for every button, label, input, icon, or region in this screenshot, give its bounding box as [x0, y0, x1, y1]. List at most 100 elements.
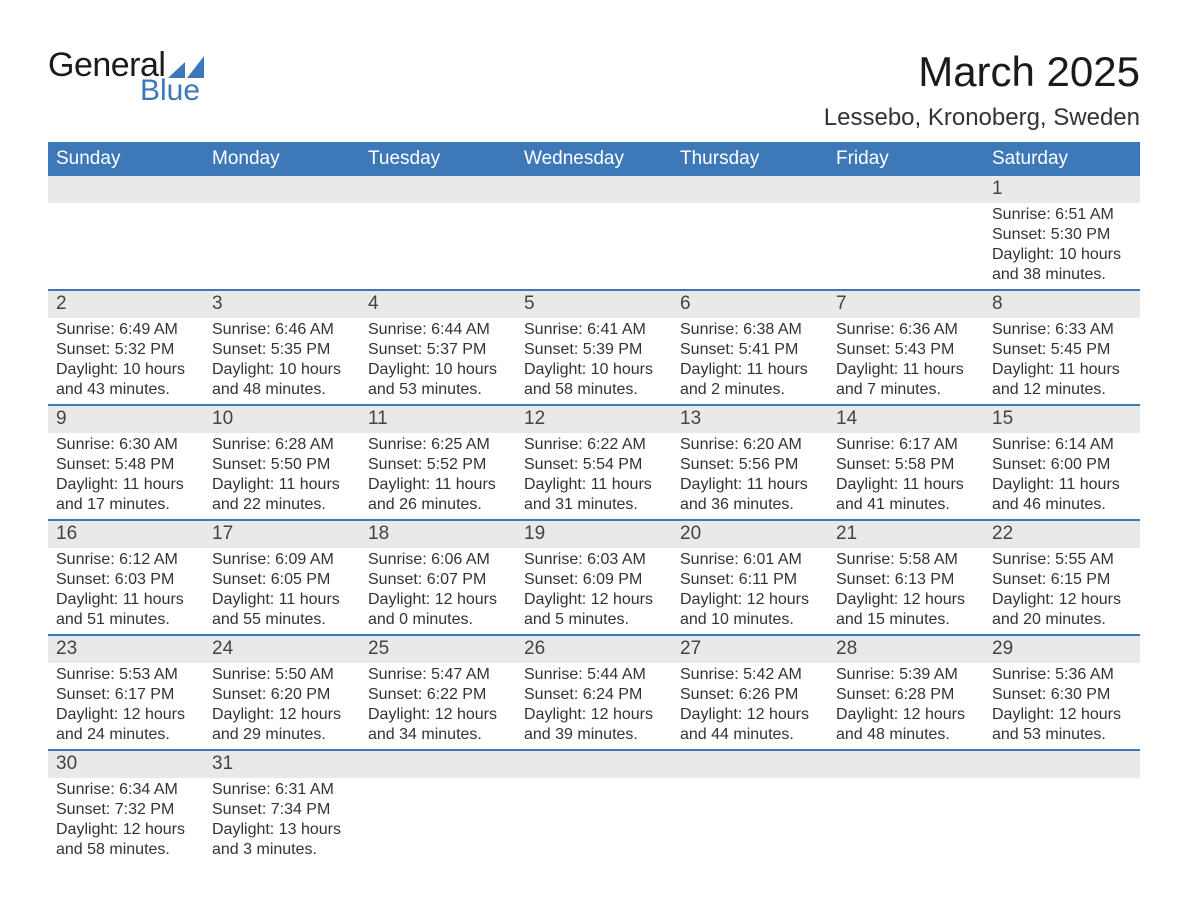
sunset-label: Sunset:: [680, 456, 734, 473]
day-number: [360, 751, 516, 778]
daylight-label: Daylight:: [56, 591, 118, 608]
day-number: 7: [828, 291, 984, 318]
sunrise-line: Sunrise: 5:36 AM: [992, 665, 1132, 685]
sunset-value: 6:20 PM: [271, 686, 331, 703]
sunrise-value: 6:46 AM: [275, 321, 334, 338]
daylight-label: Daylight:: [368, 476, 430, 493]
sunrise-label: Sunrise:: [524, 321, 583, 338]
day-number: [672, 751, 828, 778]
sunset-line: Sunset: 7:32 PM: [56, 800, 196, 820]
sunrise-value: 5:42 AM: [743, 666, 802, 683]
sunset-line: Sunset: 6:13 PM: [836, 570, 976, 590]
day-content: [204, 203, 360, 289]
day-content: [48, 203, 204, 289]
sunrise-line: Sunrise: 6:31 AM: [212, 780, 352, 800]
sunset-line: Sunset: 6:00 PM: [992, 455, 1132, 475]
sunrise-line: Sunrise: 6:17 AM: [836, 435, 976, 455]
daylight-label: Daylight:: [212, 591, 274, 608]
calendar-day-cell: 7Sunrise: 6:36 AMSunset: 5:43 PMDaylight…: [828, 290, 984, 405]
sunrise-value: 6:17 AM: [899, 436, 958, 453]
calendar-day-cell: 27Sunrise: 5:42 AMSunset: 6:26 PMDayligh…: [672, 635, 828, 750]
sunset-label: Sunset:: [524, 571, 578, 588]
sunrise-label: Sunrise:: [212, 321, 271, 338]
sunset-label: Sunset:: [524, 456, 578, 473]
day-number: 18: [360, 521, 516, 548]
daylight-line: Daylight: 12 hours and 10 minutes.: [680, 590, 820, 630]
day-content: Sunrise: 5:42 AMSunset: 6:26 PMDaylight:…: [672, 663, 828, 749]
calendar-day-cell: [672, 750, 828, 864]
sunrise-value: 5:53 AM: [119, 666, 178, 683]
daylight-label: Daylight:: [212, 476, 274, 493]
sunrise-line: Sunrise: 5:42 AM: [680, 665, 820, 685]
day-number: [516, 751, 672, 778]
daylight-line: Daylight: 10 hours and 43 minutes.: [56, 360, 196, 400]
sunrise-label: Sunrise:: [56, 551, 115, 568]
sunrise-value: 6:20 AM: [743, 436, 802, 453]
day-content: Sunrise: 5:55 AMSunset: 6:15 PMDaylight:…: [984, 548, 1140, 634]
calendar-table: SundayMondayTuesdayWednesdayThursdayFrid…: [48, 142, 1140, 864]
sunset-label: Sunset:: [836, 686, 890, 703]
day-content: Sunrise: 6:28 AMSunset: 5:50 PMDaylight:…: [204, 433, 360, 519]
weekday-header: Wednesday: [516, 142, 672, 176]
sunrise-label: Sunrise:: [992, 321, 1051, 338]
daylight-line: Daylight: 11 hours and 7 minutes.: [836, 360, 976, 400]
sunset-value: 7:32 PM: [115, 801, 175, 818]
day-number: 15: [984, 406, 1140, 433]
sunrise-label: Sunrise:: [56, 436, 115, 453]
daylight-line: Daylight: 12 hours and 29 minutes.: [212, 705, 352, 745]
daylight-label: Daylight:: [992, 246, 1054, 263]
day-content: Sunrise: 6:51 AMSunset: 5:30 PMDaylight:…: [984, 203, 1140, 289]
sunset-value: 6:00 PM: [1051, 456, 1111, 473]
daylight-label: Daylight:: [56, 706, 118, 723]
day-content: Sunrise: 6:06 AMSunset: 6:07 PMDaylight:…: [360, 548, 516, 634]
day-content: Sunrise: 6:30 AMSunset: 5:48 PMDaylight:…: [48, 433, 204, 519]
sunset-line: Sunset: 5:52 PM: [368, 455, 508, 475]
sunrise-value: 6:06 AM: [431, 551, 490, 568]
calendar-day-cell: 29Sunrise: 5:36 AMSunset: 6:30 PMDayligh…: [984, 635, 1140, 750]
sunrise-value: 5:36 AM: [1055, 666, 1114, 683]
day-content: Sunrise: 6:03 AMSunset: 6:09 PMDaylight:…: [516, 548, 672, 634]
sunrise-value: 6:38 AM: [743, 321, 802, 338]
sunset-line: Sunset: 6:07 PM: [368, 570, 508, 590]
calendar-day-cell: 23Sunrise: 5:53 AMSunset: 6:17 PMDayligh…: [48, 635, 204, 750]
day-content: Sunrise: 5:53 AMSunset: 6:17 PMDaylight:…: [48, 663, 204, 749]
day-number: 1: [984, 176, 1140, 203]
calendar-day-cell: 30Sunrise: 6:34 AMSunset: 7:32 PMDayligh…: [48, 750, 204, 864]
sunset-line: Sunset: 5:58 PM: [836, 455, 976, 475]
sunrise-label: Sunrise:: [368, 436, 427, 453]
daylight-label: Daylight:: [368, 361, 430, 378]
daylight-line: Daylight: 10 hours and 38 minutes.: [992, 245, 1132, 285]
sunrise-value: 6:14 AM: [1055, 436, 1114, 453]
sunset-value: 5:39 PM: [583, 341, 643, 358]
sunset-value: 5:43 PM: [895, 341, 955, 358]
day-number: 9: [48, 406, 204, 433]
daylight-line: Daylight: 11 hours and 2 minutes.: [680, 360, 820, 400]
sunrise-line: Sunrise: 6:46 AM: [212, 320, 352, 340]
day-number: 29: [984, 636, 1140, 663]
day-number: 11: [360, 406, 516, 433]
sunrise-label: Sunrise:: [992, 666, 1051, 683]
sunrise-line: Sunrise: 6:36 AM: [836, 320, 976, 340]
day-content: Sunrise: 6:12 AMSunset: 6:03 PMDaylight:…: [48, 548, 204, 634]
sunset-value: 6:13 PM: [895, 571, 955, 588]
calendar-day-cell: [828, 750, 984, 864]
sunrise-label: Sunrise:: [56, 781, 115, 798]
daylight-label: Daylight:: [680, 706, 742, 723]
sunset-value: 5:50 PM: [271, 456, 331, 473]
daylight-label: Daylight:: [680, 361, 742, 378]
calendar-day-cell: [204, 176, 360, 290]
sunrise-label: Sunrise:: [992, 436, 1051, 453]
sunset-value: 6:15 PM: [1051, 571, 1111, 588]
daylight-label: Daylight:: [680, 591, 742, 608]
sunrise-label: Sunrise:: [212, 436, 271, 453]
day-content: Sunrise: 6:46 AMSunset: 5:35 PMDaylight:…: [204, 318, 360, 404]
sunrise-label: Sunrise:: [680, 321, 739, 338]
daylight-label: Daylight:: [680, 476, 742, 493]
sunset-value: 5:54 PM: [583, 456, 643, 473]
day-number: [204, 176, 360, 203]
sunrise-label: Sunrise:: [524, 436, 583, 453]
daylight-label: Daylight:: [368, 706, 430, 723]
brand-logo: General Blue: [48, 48, 204, 106]
calendar-day-cell: 10Sunrise: 6:28 AMSunset: 5:50 PMDayligh…: [204, 405, 360, 520]
sunrise-label: Sunrise:: [680, 666, 739, 683]
